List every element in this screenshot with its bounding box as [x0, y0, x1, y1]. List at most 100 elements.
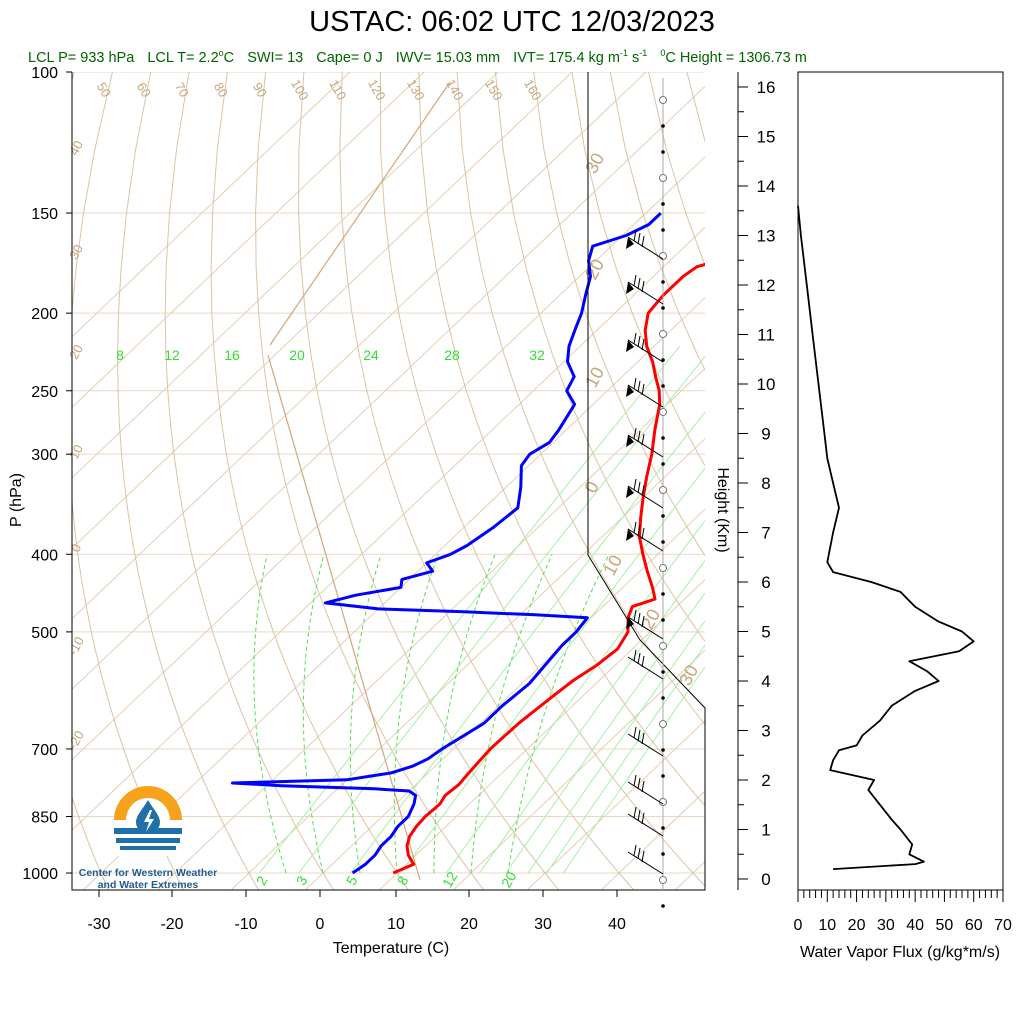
pressure-tick-label: 100	[31, 65, 58, 82]
dry-adiabat	[533, 72, 705, 557]
chart-title: USTAC: 06:02 UTC 12/03/2023	[309, 6, 715, 38]
height-tick-label: 11	[757, 326, 775, 345]
barb-shaft	[627, 781, 664, 805]
isotherm-label: 40	[66, 138, 86, 158]
flux-tick-label: 40	[906, 917, 924, 934]
height-tick-label: 8	[761, 474, 770, 493]
barb-shaft	[627, 281, 664, 305]
barb-pennant	[626, 435, 634, 447]
dry-adiabat	[255, 72, 485, 890]
dry-adiabat-label: 140	[443, 77, 467, 103]
height-tick-label: 14	[757, 177, 776, 196]
wind-barb	[626, 229, 664, 260]
wind-barb	[626, 377, 664, 408]
calm-circle	[659, 876, 667, 884]
dry-adiabat	[571, 72, 705, 467]
wind-barb	[627, 649, 664, 680]
wind-barb	[626, 609, 664, 640]
barb-dot	[661, 150, 665, 154]
dry-adiabat-label: 160	[521, 77, 545, 103]
freezing-level: 0C Height = 1306.73 m	[660, 48, 807, 66]
barb-pennant	[626, 282, 634, 294]
pressure-tick-label: 700	[31, 742, 58, 759]
logo-line-1: Center for Western Weather	[78, 867, 218, 879]
barb-dot	[661, 904, 665, 908]
isotherm-label: 20	[637, 606, 664, 633]
reference-line	[267, 354, 421, 881]
mixing-ratio-label: 8	[116, 347, 124, 363]
barb-feather	[633, 806, 637, 819]
moist-adiabat	[302, 554, 325, 874]
moist-adiabat	[349, 554, 382, 874]
barb-feather	[637, 847, 641, 860]
barb-feather	[641, 433, 645, 446]
barb-feather	[637, 430, 641, 443]
reference-line	[269, 81, 451, 346]
water-drop-icon	[112, 786, 184, 856]
barb-pennant	[626, 340, 634, 352]
mixing-ratio-line	[546, 644, 705, 874]
x-axis-title: Temperature (C)	[333, 940, 449, 957]
isotherm-line	[72, 72, 647, 620]
isotherm-line	[72, 85, 705, 690]
temperature-tick-label: -30	[87, 916, 110, 933]
barb-pennant	[626, 486, 634, 498]
moist-adiabat	[433, 554, 496, 873]
barb-feather	[637, 777, 641, 790]
flux-line	[797, 205, 975, 870]
flux-tick-label: 60	[965, 917, 983, 934]
dry-adiabat	[456, 72, 705, 726]
dry-adiabat	[686, 72, 705, 144]
wind-barb	[626, 521, 664, 552]
pressure-tick-label: 300	[31, 447, 58, 464]
mixing-ratio-label: 20	[498, 869, 520, 891]
temperature-tick-label: 40	[608, 916, 626, 933]
iwv-value: IWV= 15.03 mm	[395, 49, 501, 66]
barb-pennant	[626, 237, 634, 249]
dry-adiabat-label: 60	[134, 80, 154, 100]
dry-adiabat-label: 50	[94, 80, 114, 100]
barb-dot	[661, 826, 665, 830]
barb-feather	[637, 277, 641, 290]
barb-feather	[633, 332, 637, 345]
temperature-tick-label: 0	[316, 916, 325, 933]
wind-barb	[627, 726, 664, 757]
mixing-ratio-label: 28	[444, 347, 460, 363]
barb-feather	[641, 383, 645, 396]
logo-line-2: and Water Extremes	[97, 879, 199, 891]
isotherm-line	[304, 508, 705, 890]
barb-dot	[661, 202, 665, 206]
barb-feather	[637, 232, 641, 245]
flux-tick-label: 50	[936, 917, 954, 934]
barb-feather	[637, 380, 641, 393]
mixing-ratio-line	[400, 467, 705, 874]
barb-shaft	[627, 851, 664, 875]
barb-feather	[641, 732, 645, 745]
calm-circle	[659, 564, 667, 572]
mixing-ratio-label: 12	[439, 869, 461, 891]
moist-adiabat	[253, 554, 287, 874]
isotherm-label: 10	[599, 552, 626, 579]
flux-axis-title: Water Vapor Flux (g/kg*m/s)	[800, 944, 1000, 961]
isotherm-line	[526, 719, 705, 890]
mixing-ratio-line	[527, 620, 705, 874]
dry-adiabat-label: 70	[172, 80, 192, 100]
barb-dot	[661, 852, 665, 856]
barb-shaft	[627, 813, 664, 837]
isotherm-line	[452, 649, 705, 890]
pressure-tick-label: 850	[31, 809, 58, 826]
mixing-ratio-line	[505, 592, 705, 874]
dry-adiabat-label: 80	[211, 80, 231, 100]
wind-barb	[626, 332, 664, 363]
barb-feather	[641, 655, 645, 668]
mixing-ratio-line	[445, 519, 705, 874]
barb-feather	[633, 609, 637, 622]
skewt-outline	[71, 72, 706, 891]
dry-adiabat	[955, 72, 1024, 890]
barb-dot	[661, 592, 665, 596]
barb-feather	[633, 377, 637, 390]
flux-tick-label: 20	[848, 917, 866, 934]
calm-circle	[659, 408, 667, 416]
barb-feather	[633, 726, 637, 739]
